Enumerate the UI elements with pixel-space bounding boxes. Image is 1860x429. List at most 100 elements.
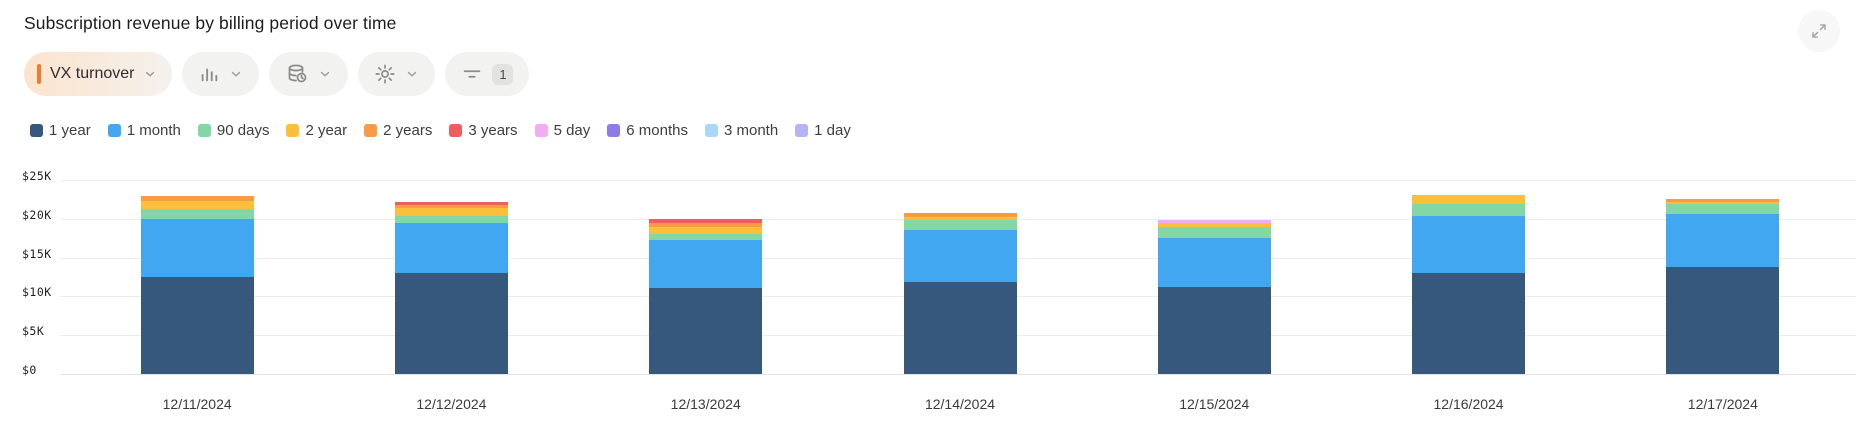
bar-segment-1-year[interactable] [394,273,508,374]
filter-button[interactable]: 1 [445,52,530,96]
legend-item[interactable]: 1 month [107,122,181,139]
expand-button[interactable] [1798,10,1840,52]
y-axis-tick-label: $10K [22,285,52,300]
legend-label: 2 years [383,122,433,139]
bar-segment-2-year[interactable] [1412,194,1526,205]
legend-item[interactable]: 3 month [704,122,778,139]
data-source-selector[interactable] [269,52,349,96]
bar-segment-90-days[interactable] [140,208,254,219]
legend-label: 1 month [126,122,181,139]
legend-swatch [449,124,463,137]
toolbar: VX turnover [24,52,530,96]
legend-label: 6 months [626,122,688,139]
bar-segment-2-year[interactable] [1666,201,1780,205]
legend-item[interactable]: 1 day [795,122,851,139]
legend-swatch [607,124,621,137]
stacked-bar[interactable] [1412,150,1526,374]
bar-segment-90-days[interactable] [1412,204,1526,216]
legend-item[interactable]: 2 year [286,122,347,139]
bar-segment-90-days[interactable] [1666,204,1780,215]
bar-segment-90-days[interactable] [394,215,508,223]
bar-segment-2-years[interactable] [394,204,508,208]
stacked-bar[interactable] [1157,150,1271,374]
legend-item[interactable]: 90 days [197,122,270,139]
bar-segment-2-years[interactable] [649,222,763,228]
chevron-down-icon [318,67,332,81]
filter-icon [461,63,483,85]
legend-label: 2 year [305,122,348,139]
legend-item[interactable]: 2 years [364,122,432,139]
metric-selector-label: VX turnover [50,65,135,82]
legend: 1 year 1 month 90 days 2 year 2 years 3 years… [30,122,851,139]
y-axis-tick-label: $25K [22,169,52,183]
metric-selector[interactable]: VX turnover [24,52,173,96]
chevron-down-icon [405,67,419,81]
bar-segment-1-month[interactable] [1666,214,1780,267]
bar-segment-2-years[interactable] [140,195,254,201]
y-axis-tick-label: $0 [22,363,37,377]
legend-label: 1 year [49,122,91,139]
legend-swatch [534,124,548,137]
bar-segment-1-year[interactable] [1666,266,1780,374]
x-axis-tick-label: 12/11/2024 [162,396,232,412]
bar-segment-90-days[interactable] [903,220,1017,230]
legend-swatch [364,124,378,137]
bar-segment-2-years[interactable] [903,213,1017,218]
bar-segment-2-years[interactable] [1666,199,1780,202]
bar-segment-1-month[interactable] [1157,238,1271,288]
x-axis-tick-label: 12/12/2024 [416,396,487,412]
gridline [60,374,1856,375]
stacked-bar[interactable] [903,150,1017,374]
legend-item[interactable]: 6 months [607,122,688,139]
bar-segment-2-year[interactable] [1157,223,1271,228]
x-axis-tick-label: 12/17/2024 [1687,396,1758,412]
legend-swatch [107,124,121,137]
bar-segment-1-year[interactable] [903,282,1017,374]
bar-segment-2-year[interactable] [903,217,1017,221]
stacked-bar[interactable] [140,150,254,374]
bar-segment-2-year[interactable] [649,227,763,234]
x-axis-tick-label: 12/16/2024 [1433,396,1504,412]
legend-swatch [286,124,300,137]
gear-icon [374,63,396,85]
legend-swatch [30,124,43,137]
bar-segment-1-year[interactable] [1412,273,1526,374]
x-axis-tick-label: 12/14/2024 [924,396,996,412]
legend-label: 90 days [216,122,270,139]
stacked-bar[interactable] [1666,150,1780,374]
y-axis-tick-label: $5K [22,324,45,339]
column-chart-icon [198,63,220,85]
y-axis-tick-label: $20K [22,207,52,222]
legend-item[interactable]: 3 years [449,122,518,139]
metric-accent-bar [37,64,41,84]
legend-label: 3 years [468,122,518,139]
bar-segment-1-month[interactable] [903,229,1017,283]
bar-segment-1-month[interactable] [649,239,763,288]
bar-segment-2-year[interactable] [140,200,254,209]
bar-segment-1-month[interactable] [140,218,254,277]
bar-segment-1-month[interactable] [1412,215,1526,274]
filter-count-badge: 1 [492,63,514,85]
chevron-down-icon [143,67,157,81]
bar-segment-1-year[interactable] [140,277,254,374]
stacked-bar[interactable] [649,150,763,374]
bar-segment-3-years[interactable] [649,218,763,223]
bar-segment-90-days[interactable] [1157,227,1271,239]
legend-item[interactable]: 5 day [534,122,590,139]
chart-type-selector[interactable] [182,52,260,96]
legend-label: 1 day [814,122,851,139]
legend-swatch [197,124,211,137]
bar-segment-1-year[interactable] [649,287,763,374]
stacked-bar[interactable] [394,150,508,374]
bar-segment-2-year[interactable] [394,207,508,216]
bar-segment-90-days[interactable] [649,233,763,240]
bar-segment-1-year[interactable] [1157,287,1271,374]
bar-segment-1-month[interactable] [394,222,508,274]
bar-segment-3-years[interactable] [394,201,508,205]
legend-item[interactable]: 1 year [30,122,91,139]
settings-selector[interactable] [358,52,436,96]
bar-segment-5-day[interactable] [1157,220,1271,224]
x-axis-tick-label: 12/13/2024 [670,396,741,412]
x-axis-tick-label: 12/15/2024 [1179,396,1250,412]
